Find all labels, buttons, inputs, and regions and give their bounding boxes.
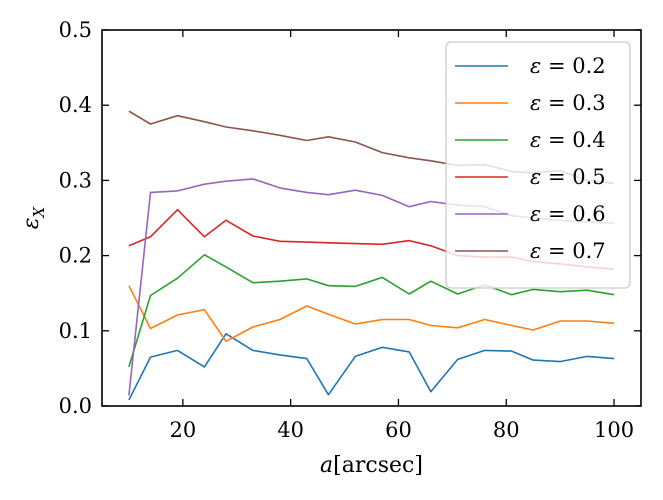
legend-label-symbol: ε [530, 202, 541, 226]
legend: ε = 0.2ε = 0.3ε = 0.4ε = 0.5ε = 0.6ε = 0… [445, 41, 631, 289]
x-tick-label: 100 [594, 418, 634, 442]
legend-label-4: ε = 0.6 [530, 202, 606, 226]
y-axis-label-symbol: ε [19, 217, 44, 229]
y-tick-label: 0.3 [59, 168, 92, 192]
x-axis-label: a[arcsec] [320, 453, 423, 478]
x-tick-label: 40 [277, 418, 304, 442]
legend-label-3: ε = 0.5 [530, 165, 606, 189]
x-tick-label: 60 [385, 418, 412, 442]
x-axis-label-variable: a [320, 453, 333, 478]
legend-label-2: ε = 0.4 [530, 128, 606, 152]
y-tick-label: 0.0 [59, 394, 92, 418]
legend-label-0: ε = 0.2 [530, 54, 606, 78]
y-tick-label: 0.1 [59, 319, 92, 343]
series-line-2 [128, 254, 615, 368]
legend-label-symbol: ε [530, 128, 541, 152]
legend-label-value: = 0.5 [541, 165, 605, 189]
legend-label-value: = 0.7 [541, 239, 605, 263]
legend-label-value: = 0.4 [541, 128, 605, 152]
y-tick-label: 0.4 [59, 93, 92, 117]
y-axis-label: εX [19, 205, 48, 229]
legend-label-symbol: ε [530, 54, 541, 78]
y-tick-label: 0.5 [59, 18, 92, 42]
legend-label-symbol: ε [530, 239, 541, 263]
legend-label-value: = 0.3 [541, 91, 605, 115]
series-line-1 [128, 285, 615, 343]
legend-label-value: = 0.2 [541, 54, 605, 78]
legend-label-symbol: ε [530, 165, 541, 189]
legend-label-value: = 0.6 [541, 202, 605, 226]
legend-label-1: ε = 0.3 [530, 91, 606, 115]
axis-ticks: 20 40 60 80 100 0.0 0.1 0.2 0.3 0.4 0.5 [59, 18, 641, 442]
series-lines [128, 110, 615, 401]
y-axis-label-subscript: X [30, 205, 48, 218]
x-tick-label: 80 [493, 418, 520, 442]
plot-frame [101, 29, 642, 407]
y-tick-label: 0.2 [59, 244, 92, 268]
x-tick-label: 20 [169, 418, 196, 442]
x-axis-label-unit: [arcsec] [333, 453, 423, 478]
legend-label-symbol: ε [530, 91, 541, 115]
legend-label-5: ε = 0.7 [530, 239, 606, 263]
series-line-0 [128, 332, 615, 401]
